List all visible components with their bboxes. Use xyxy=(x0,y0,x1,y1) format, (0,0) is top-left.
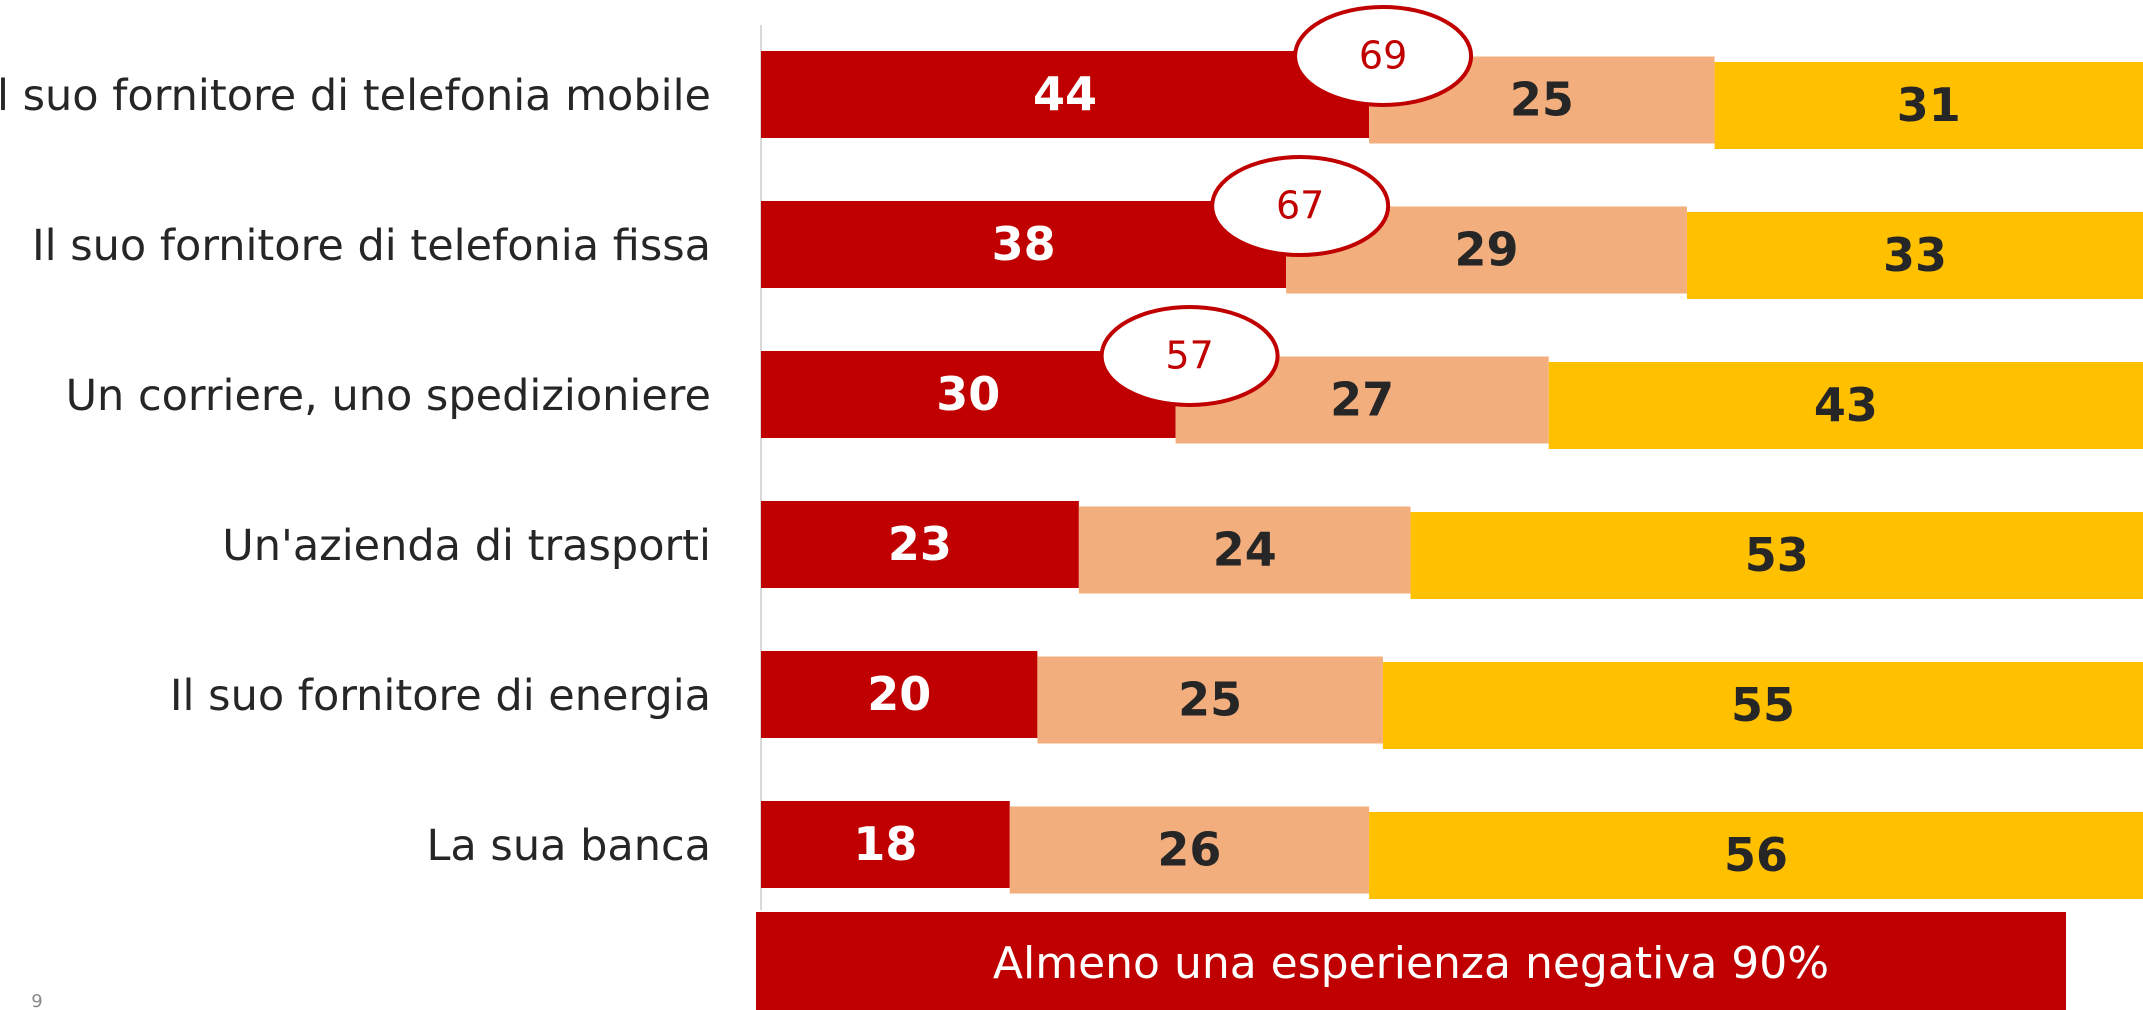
value-label: 25 xyxy=(1178,673,1242,727)
bar-segment xyxy=(1078,506,1411,594)
callout-label: 57 xyxy=(1165,334,1213,378)
bar-segment xyxy=(761,51,1370,138)
value-label: 24 xyxy=(1213,523,1277,577)
value-label: 43 xyxy=(1814,378,1878,432)
value-label: 20 xyxy=(867,667,931,721)
value-label: 55 xyxy=(1731,678,1795,732)
value-label: 53 xyxy=(1745,528,1809,582)
callout-label: 69 xyxy=(1359,34,1407,78)
bar-segment xyxy=(761,801,1010,888)
callout xyxy=(1293,5,1474,107)
value-label: 31 xyxy=(1897,78,1961,132)
category-label: Un corriere, uno spedizioniere xyxy=(66,371,711,421)
bar-segment xyxy=(1410,512,2143,599)
category-label: Il suo fornitore di telefonia mobile xyxy=(0,71,711,121)
value-label: 18 xyxy=(853,817,917,871)
category-label: Un'azienda di trasporti xyxy=(222,521,711,571)
value-label: 33 xyxy=(1883,228,1947,282)
callout xyxy=(1210,155,1391,257)
bar-segment xyxy=(1714,62,2143,149)
callout xyxy=(1099,305,1280,407)
banner-text: Almeno una esperienza negativa 90% xyxy=(993,938,1829,989)
category-label: La sua banca xyxy=(426,821,711,871)
bar-segment xyxy=(761,201,1287,288)
value-label: 56 xyxy=(1724,828,1788,882)
category-label: Il suo fornitore di energia xyxy=(170,671,711,721)
bar-segment xyxy=(761,501,1079,588)
value-label: 38 xyxy=(992,217,1056,271)
bar-segment xyxy=(761,651,1038,738)
bar-segment xyxy=(1548,362,2143,449)
banner xyxy=(756,912,2066,1010)
bar-segment xyxy=(1382,662,2143,749)
value-label: 27 xyxy=(1330,373,1394,427)
callout-label: 67 xyxy=(1276,184,1324,228)
bar-segment xyxy=(1369,812,2143,899)
value-label: 25 xyxy=(1510,73,1574,127)
page-number: 9 xyxy=(31,991,42,1010)
category-label: Il suo fornitore di telefonia fissa xyxy=(32,221,711,271)
value-label: 29 xyxy=(1455,223,1519,277)
value-label: 30 xyxy=(936,367,1000,421)
value-label: 23 xyxy=(888,517,952,571)
value-label: 26 xyxy=(1157,823,1221,877)
bar-segment xyxy=(1009,806,1370,894)
bar-segment xyxy=(1037,656,1383,744)
bar-segment xyxy=(1686,212,2143,299)
value-label: 44 xyxy=(1033,67,1097,121)
